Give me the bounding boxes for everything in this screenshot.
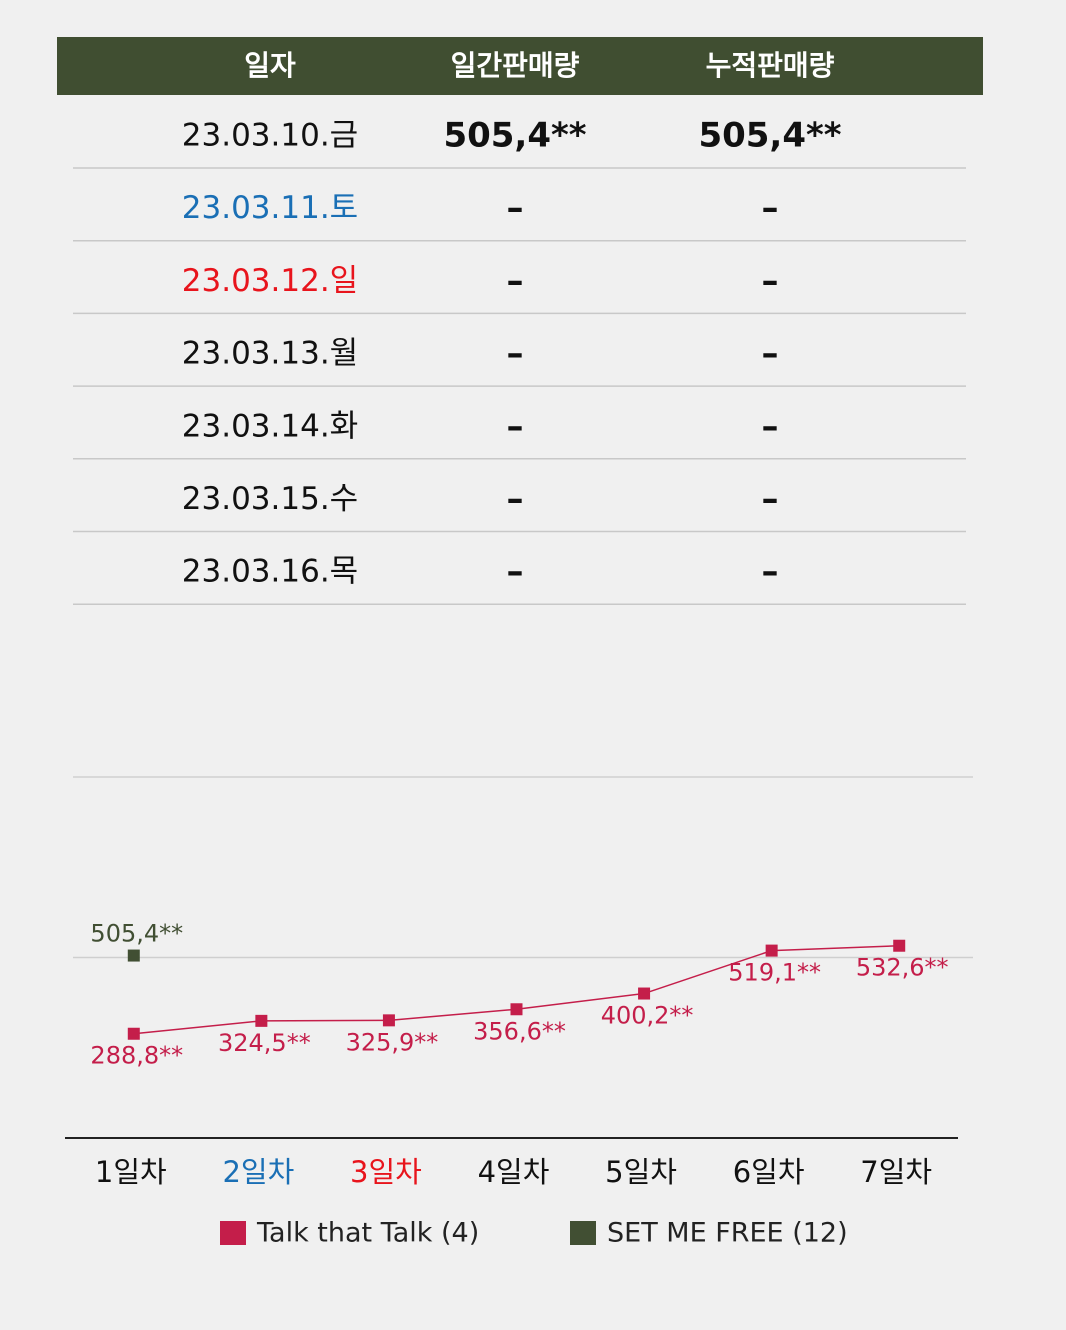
table-cell: 23.03.11.토 bbox=[182, 190, 358, 226]
data-label: 288,8** bbox=[90, 1042, 183, 1070]
table-cell: – bbox=[762, 552, 779, 592]
x-tick-label: 5일차 bbox=[605, 1155, 677, 1189]
data-label: 400,2** bbox=[601, 1002, 694, 1030]
header-cell: 일자 bbox=[244, 49, 296, 82]
table-cell: – bbox=[762, 261, 779, 301]
table-header bbox=[57, 37, 983, 95]
table-cell: – bbox=[762, 334, 779, 374]
table-cell: – bbox=[507, 261, 524, 301]
table-cell: 23.03.16.목 bbox=[182, 554, 358, 590]
table-cell: 23.03.14.화 bbox=[182, 408, 358, 444]
table-cell: – bbox=[507, 334, 524, 374]
x-tick-label: 7일차 bbox=[860, 1155, 932, 1189]
header-cell: 일간판매량 bbox=[451, 49, 580, 82]
table-cell: – bbox=[762, 479, 779, 519]
table-cell: 505,4** bbox=[698, 116, 841, 156]
legend-swatch bbox=[220, 1221, 246, 1245]
table-cell: 23.03.13.월 bbox=[182, 336, 358, 372]
data-point bbox=[255, 1014, 268, 1027]
data-label: 324,5** bbox=[218, 1029, 311, 1057]
x-tick-label: 1일차 bbox=[95, 1155, 167, 1189]
x-tick-label: 6일차 bbox=[733, 1155, 805, 1189]
data-point bbox=[382, 1014, 395, 1027]
data-label: 325,9** bbox=[346, 1028, 439, 1056]
legend-label: SET ME FREE (12) bbox=[607, 1218, 848, 1249]
header-cell: 누적판매량 bbox=[706, 49, 835, 82]
data-label: 519,1** bbox=[728, 959, 821, 987]
x-tick-label: 2일차 bbox=[222, 1155, 294, 1189]
table-cell: – bbox=[507, 552, 524, 592]
legend-label: Talk that Talk (4) bbox=[256, 1218, 479, 1249]
table-cell: – bbox=[507, 479, 524, 519]
data-point bbox=[510, 1003, 523, 1016]
table-cell: – bbox=[507, 188, 524, 228]
table-cell: – bbox=[507, 406, 524, 446]
legend-swatch bbox=[570, 1221, 596, 1245]
table-cell: 23.03.10.금 bbox=[182, 118, 358, 154]
x-tick-label: 4일차 bbox=[478, 1155, 550, 1189]
data-label: 505,4** bbox=[90, 920, 183, 948]
data-point bbox=[638, 987, 651, 1000]
data-point bbox=[765, 944, 778, 957]
table-cell: 23.03.15.수 bbox=[182, 481, 358, 517]
table-cell: – bbox=[762, 406, 779, 446]
table-cell: – bbox=[762, 188, 779, 228]
data-point bbox=[127, 949, 140, 962]
data-point bbox=[127, 1027, 140, 1040]
table-cell: 505,4** bbox=[443, 116, 586, 156]
data-point bbox=[893, 939, 906, 952]
data-label: 532,6** bbox=[856, 954, 949, 982]
data-label: 356,6** bbox=[473, 1017, 566, 1045]
table-cell: 23.03.12.일 bbox=[182, 263, 358, 299]
x-tick-label: 3일차 bbox=[350, 1155, 422, 1189]
